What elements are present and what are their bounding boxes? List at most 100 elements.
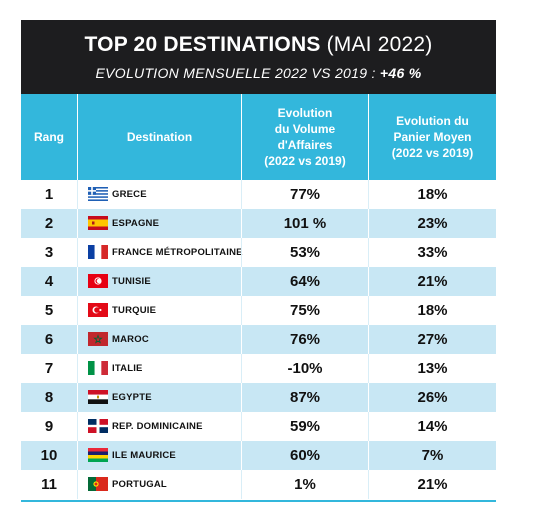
table-bottom-border	[21, 500, 496, 502]
title-regular: (MAI 2022)	[326, 33, 433, 56]
spain-flag-icon	[88, 216, 108, 230]
table-header-banner: TOP 20 DESTINATIONS (MAI 2022) EVOLUTION…	[21, 20, 496, 94]
cell-divider	[77, 383, 78, 412]
row-destination: MAROC	[112, 334, 149, 345]
cell-divider	[368, 383, 369, 412]
row-volume: 75%	[289, 302, 321, 319]
column-header-destination: Destination	[126, 130, 193, 144]
row-rank: 2	[44, 215, 54, 232]
table-row: 11 PORTUGAL 1% 21%	[21, 470, 496, 499]
row-panier: 18%	[417, 302, 448, 319]
cell-divider	[77, 441, 78, 470]
cell-divider	[368, 209, 369, 238]
row-destination: ESPAGNE	[112, 218, 160, 229]
table-row: 5 TURQUIE 75% 18%	[21, 296, 496, 325]
row-panier: 7%	[421, 447, 444, 464]
row-destination: FRANCE MÉTROPOLITAINE	[112, 247, 243, 258]
destinations-table-card: TOP 20 DESTINATIONS (MAI 2022) EVOLUTION…	[21, 20, 496, 505]
table-row: 3 FRANCE MÉTROPOLITAINE 53% 33%	[21, 238, 496, 267]
column-separator	[77, 94, 78, 180]
row-volume: 77%	[289, 186, 321, 203]
row-volume: 59%	[289, 418, 321, 435]
row-volume: 60%	[289, 447, 321, 464]
cell-divider	[77, 238, 78, 267]
row-panier: 13%	[417, 360, 448, 377]
row-rank: 11	[41, 476, 57, 493]
row-volume: -10%	[287, 360, 323, 377]
row-panier: 21%	[417, 476, 448, 493]
cell-divider	[241, 383, 242, 412]
cell-divider	[368, 325, 369, 354]
title-bold: TOP 20 DESTINATIONS	[84, 33, 321, 56]
subtitle-value: +46 %	[379, 65, 422, 81]
column-header-panier: Evolution du Panier Moyen (2022 vs 2019)	[391, 114, 474, 160]
row-rank: 8	[44, 389, 54, 406]
table-row: 4 TUNISIE 64% 21%	[21, 267, 496, 296]
tunisia-flag-icon	[88, 274, 108, 288]
row-destination: TURQUIE	[112, 305, 157, 316]
row-panier: 14%	[417, 418, 448, 435]
france-flag-icon	[88, 245, 108, 259]
cell-divider	[368, 470, 369, 499]
cell-divider	[241, 354, 242, 383]
row-destination: GRECE	[112, 189, 147, 200]
cell-divider	[368, 354, 369, 383]
cell-divider	[77, 325, 78, 354]
row-rank: 5	[44, 302, 54, 319]
cell-divider	[77, 470, 78, 499]
cell-divider	[241, 441, 242, 470]
table-row: 10 ILE MAURICE 60% 7%	[21, 441, 496, 470]
cell-divider	[77, 180, 78, 209]
column-header-volume: Evolution du Volume d'Affaires (2022 vs …	[264, 106, 346, 168]
row-volume: 1%	[294, 476, 316, 493]
cell-divider	[77, 209, 78, 238]
cell-divider	[368, 296, 369, 325]
column-header-rang: Rang	[34, 130, 64, 144]
cell-divider	[241, 209, 242, 238]
row-rank: 6	[44, 331, 54, 348]
subtitle-prefix: EVOLUTION MENSUELLE 2022 VS 2019 :	[95, 65, 376, 81]
row-panier: 26%	[417, 389, 448, 406]
row-volume: 101 %	[283, 215, 327, 232]
cell-divider	[241, 238, 242, 267]
table-row: 9 REP. DOMINICAINE 59% 14%	[21, 412, 496, 441]
turkey-flag-icon	[88, 303, 108, 317]
cell-divider	[368, 180, 369, 209]
table-row: 2 ESPAGNE 101 % 23%	[21, 209, 496, 238]
morocco-flag-icon	[88, 332, 108, 346]
row-rank: 4	[44, 273, 54, 290]
table-row: 1 GRECE 77% 18%	[21, 180, 496, 209]
row-destination: TUNISIE	[112, 276, 151, 287]
row-destination: PORTUGAL	[112, 479, 167, 490]
portugal-flag-icon	[88, 477, 108, 491]
row-panier: 27%	[417, 331, 448, 348]
egypt-flag-icon	[88, 390, 108, 404]
row-destination: ILE MAURICE	[112, 450, 176, 461]
table-row: 8 EGYPTE 87% 26%	[21, 383, 496, 412]
row-rank: 7	[44, 360, 54, 377]
table-row: 7 ITALIE -10% 13%	[21, 354, 496, 383]
row-destination: REP. DOMINICAINE	[112, 421, 203, 432]
cell-divider	[77, 267, 78, 296]
mauritius-flag-icon	[88, 448, 108, 462]
row-panier: 33%	[417, 244, 448, 261]
cell-divider	[368, 441, 369, 470]
column-separator	[241, 94, 242, 180]
cell-divider	[368, 238, 369, 267]
row-destination: ITALIE	[112, 363, 143, 374]
cell-divider	[77, 412, 78, 441]
row-volume: 87%	[289, 389, 321, 406]
cell-divider	[368, 267, 369, 296]
column-header-row: Rang Destination Evolution du Volume d'A…	[21, 94, 496, 180]
row-volume: 64%	[289, 273, 321, 290]
row-panier: 21%	[417, 273, 448, 290]
page-subtitle: EVOLUTION MENSUELLE 2022 VS 2019 : +46 %	[21, 64, 496, 82]
cell-divider	[241, 412, 242, 441]
cell-divider	[241, 180, 242, 209]
cell-divider	[241, 267, 242, 296]
row-rank: 10	[40, 447, 58, 464]
cell-divider	[241, 470, 242, 499]
row-volume: 76%	[289, 331, 321, 348]
row-panier: 18%	[417, 186, 448, 203]
cell-divider	[241, 325, 242, 354]
